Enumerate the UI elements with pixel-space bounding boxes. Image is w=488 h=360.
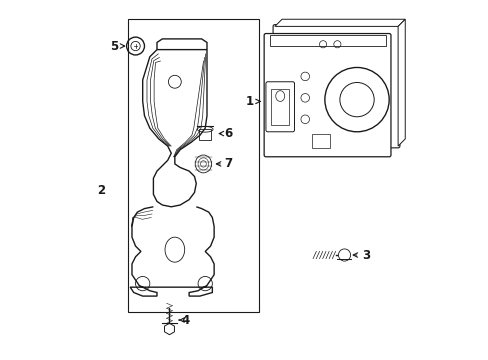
FancyBboxPatch shape <box>264 33 390 157</box>
Text: 4: 4 <box>181 314 189 327</box>
Polygon shape <box>397 19 405 146</box>
Text: 6: 6 <box>224 127 232 140</box>
Bar <box>271 89 288 125</box>
Bar <box>128 19 258 312</box>
Text: 1: 1 <box>245 95 253 108</box>
Text: 2: 2 <box>97 184 105 197</box>
Bar <box>269 35 385 46</box>
Text: 3: 3 <box>361 248 369 261</box>
FancyBboxPatch shape <box>265 82 294 132</box>
FancyBboxPatch shape <box>272 24 399 148</box>
Text: 5: 5 <box>110 40 118 53</box>
Bar <box>199 129 210 140</box>
Text: 7: 7 <box>224 157 232 170</box>
Polygon shape <box>274 19 405 26</box>
Polygon shape <box>312 134 329 148</box>
